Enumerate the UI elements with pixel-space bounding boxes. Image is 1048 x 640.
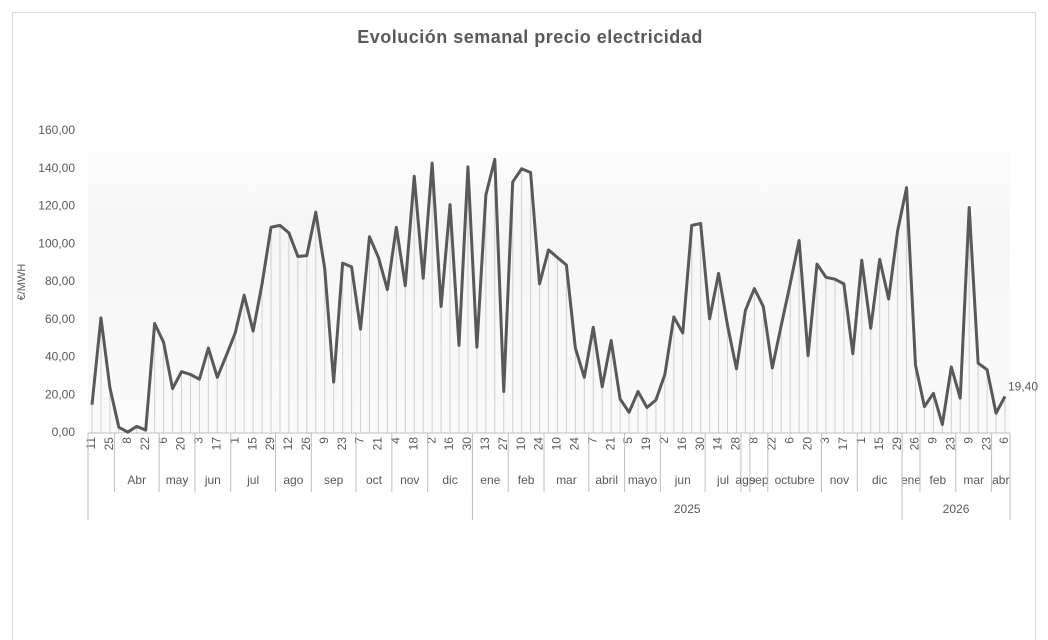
x-tick-label: 21 [371,437,385,451]
x-tick-label: 23 [979,437,993,451]
x-tick-label: 9 [317,437,331,444]
y-tick-label: 0,00 [52,425,76,439]
month-label: octubre [775,473,815,487]
month-label: feb [518,473,535,487]
year-label: 2025 [674,502,701,516]
x-tick-label: 15 [872,437,886,451]
month-label: ago [735,473,755,487]
x-tick-label: 30 [460,437,474,451]
x-tick-label: 29 [263,437,277,451]
x-tick-label: 15 [245,437,259,451]
month-label: nov [830,473,849,487]
x-tick-label: 17 [836,437,850,451]
x-tick-label: 14 [711,437,725,451]
x-tick-label: 2 [424,437,438,444]
y-axis-label: €/MWH [16,264,28,301]
x-tick-label: 8 [747,437,761,444]
x-tick-label: 9 [926,437,940,444]
x-tick-label: 8 [120,437,134,444]
x-tick-label: 20 [174,437,188,451]
y-tick-label: 100,00 [38,236,75,250]
x-tick-label: 10 [550,437,564,451]
x-tick-label: 9 [961,437,975,444]
month-label: jun [674,473,691,487]
x-tick-label: 29 [890,437,904,451]
y-tick-label: 20,00 [45,387,75,401]
month-label: abril [595,473,618,487]
x-tick-label: 26 [299,437,313,451]
x-tick-label: 27 [496,437,510,451]
x-tick-label: 28 [729,437,743,451]
x-tick-label: 26 [908,437,922,451]
month-label: nov [400,473,419,487]
x-tick-label: 30 [693,437,707,451]
y-tick-label: 80,00 [45,274,75,288]
y-tick-label: 40,00 [45,350,75,364]
x-tick-label: 6 [156,437,170,444]
x-tick-label: 24 [568,437,582,451]
x-tick-label: 13 [478,437,492,451]
x-tick-label: 1 [854,437,868,444]
x-tick-label: 22 [138,437,152,451]
x-tick-label: 16 [675,437,689,451]
month-label: ago [283,473,303,487]
month-label: Abr [127,473,146,487]
x-tick-label: 3 [192,437,206,444]
x-tick-label: 5 [621,437,635,444]
x-tick-label: 21 [603,437,617,451]
month-label: ene [901,473,921,487]
x-tick-label: 22 [764,437,778,451]
x-tick-label: 2 [657,437,671,444]
x-tick-label: 24 [532,437,546,451]
x-tick-label: 17 [209,437,223,451]
year-label: 2026 [943,502,970,516]
x-tick-label: 19 [639,437,653,451]
month-label: dic [872,473,887,487]
month-label: jul [716,473,729,487]
x-tick-label: 20 [800,437,814,451]
month-label: dic [442,473,457,487]
month-label: jun [204,473,221,487]
x-tick-label: 10 [514,437,528,451]
x-tick-label: 6 [997,437,1011,444]
month-label: feb [930,473,947,487]
x-tick-label: 12 [281,437,295,451]
chart-title: Evolución semanal precio electricidad [357,27,703,47]
x-tick-label: 1 [227,437,241,444]
x-tick-label: 18 [406,437,420,451]
x-tick-label: 11 [84,437,98,450]
price-line [90,157,1007,434]
y-tick-label: 160,00 [38,123,75,137]
month-label: abr [992,473,1009,487]
x-tick-label: 6 [782,437,796,444]
month-label: mayo [628,473,658,487]
month-label: may [166,473,189,487]
month-label: oct [366,473,383,487]
x-tick-label: 25 [102,437,116,451]
month-label: sep [324,473,344,487]
x-tick-label: 23 [943,437,957,451]
month-label: jul [246,473,259,487]
x-tick-label: 4 [389,437,403,444]
x-tick-label: 16 [442,437,456,451]
data-label: 19,40 [1008,380,1038,394]
month-label: sep [749,473,769,487]
month-label: ene [480,473,500,487]
x-tick-label: 23 [335,437,349,451]
month-label: mar [963,473,984,487]
y-tick-label: 120,00 [38,199,75,213]
y-tick-label: 140,00 [38,161,75,175]
x-tick-label: 7 [585,437,599,444]
x-tick-label: 7 [353,437,367,444]
y-tick-label: 60,00 [45,312,75,326]
x-tick-label: 3 [818,437,832,444]
month-label: mar [556,473,577,487]
